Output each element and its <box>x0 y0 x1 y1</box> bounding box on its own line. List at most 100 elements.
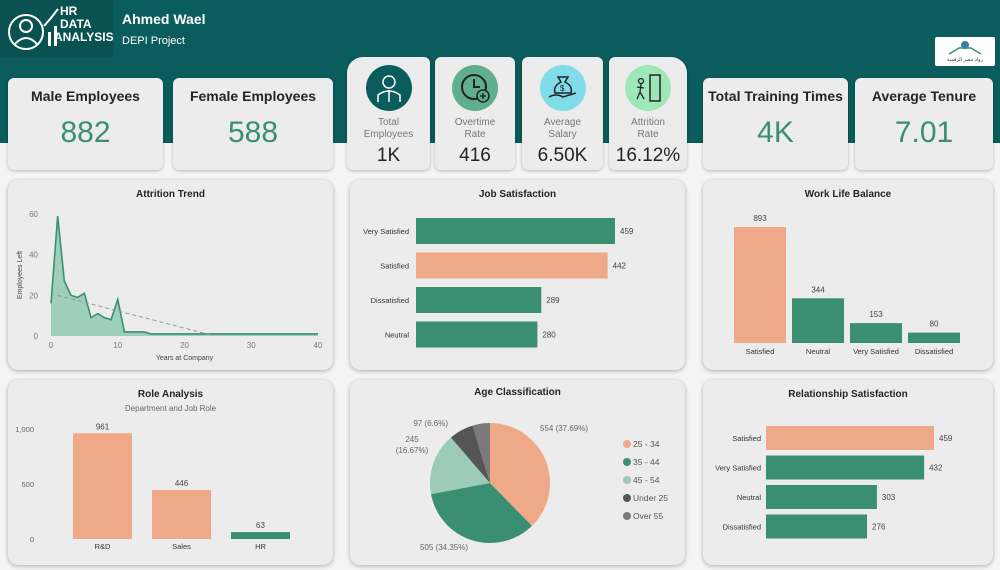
age-classification-chart: 554 (37.69%) 505 (34.35%) 245 (16.67%) 97 (6… <box>396 419 668 552</box>
bar-dissatisfied <box>766 514 868 539</box>
x-tick-label: 40 <box>314 341 323 350</box>
x-tick-label: 20 <box>180 341 189 350</box>
category-label: Sales <box>172 542 191 551</box>
bar-sales <box>152 489 211 539</box>
x-axis-label: Years at Company <box>156 355 214 362</box>
legend-label: Under 25 <box>633 493 668 503</box>
average-salary-card: $ Average Salary 6.50K <box>522 57 603 170</box>
pie-slice-35-44 <box>431 483 532 543</box>
legend-marker <box>623 512 631 520</box>
bar-very-satisfied <box>766 455 925 480</box>
relationship-satisfaction-chart: Satisfied 459 Very Satisfied 432 Neutral 303 D… <box>715 426 953 539</box>
male-employees-card: Male Employees 882 <box>8 78 163 170</box>
bar-satisfied <box>766 426 934 450</box>
data-label: 344 <box>811 285 825 294</box>
mini-label: Average <box>543 117 582 128</box>
logo-text-data: DATA <box>60 17 92 31</box>
data-label: 280 <box>542 331 556 340</box>
legend-label: 25 - 34 <box>633 439 660 449</box>
work-life-balance-chart: 893 Satisfied 344 Neutral 153 Very Satisfied 8… <box>734 214 960 356</box>
legend-marker <box>623 440 631 448</box>
kpi-value: 7.01 <box>894 116 954 149</box>
training-times-card: Total Training Times 4K <box>703 78 848 170</box>
y-tick-label: 1,000 <box>15 425 34 434</box>
bar-r&d <box>73 433 132 539</box>
mini-label: Salary <box>548 129 577 140</box>
bar-very-satisfied <box>850 323 902 343</box>
clock-plus-icon <box>452 65 498 111</box>
data-label: 97 (6.6%) <box>413 419 448 428</box>
brand-logo: رواد مصر الرقمية <box>935 37 995 66</box>
project-name: DEPI Project <box>122 35 185 47</box>
mini-label: Overtime <box>454 117 496 128</box>
data-label: 432 <box>929 464 943 473</box>
bar-hr <box>231 532 290 539</box>
kpi-label: Average Tenure <box>871 88 977 104</box>
kpi-value: 882 <box>60 116 111 149</box>
mini-label: Rate <box>637 129 659 140</box>
bar-neutral <box>766 485 877 509</box>
pie-slice-over-55 <box>472 423 490 483</box>
legend-label: 45 - 54 <box>633 475 660 485</box>
role-analysis-panel: Role Analysis Department and Job Role 0 5… <box>8 380 333 565</box>
bar-dissatisfied <box>416 287 542 313</box>
chart-title: Job Satisfaction <box>478 189 557 200</box>
hr-data-analysis-logo: HR DATA ANALYSIS <box>0 0 114 58</box>
role-analysis-chart: 0 500 1,000 961 R&D 446 Sales 63 HR <box>15 422 290 551</box>
chart-title: Role Analysis <box>137 389 204 400</box>
logo-text-hr: HR <box>60 4 78 18</box>
y-tick-label: 20 <box>29 291 38 300</box>
analytics-person-icon <box>8 8 59 50</box>
data-label: 459 <box>620 227 634 236</box>
data-label: 459 <box>939 434 953 443</box>
data-label: 276 <box>872 523 886 532</box>
legend-marker <box>623 494 631 502</box>
legend-marker <box>623 476 631 484</box>
kpi-label: Total Training Times <box>708 88 843 104</box>
work-life-balance-panel: Work Life Balance 893 Satisfied 344 Neutral… <box>703 180 993 370</box>
attrition-trend-chart: 0 20 40 60 0 10 20 30 40 Years at Company Employee… <box>17 210 323 362</box>
mini-label: Rate <box>464 129 486 140</box>
bar-dissatisfied <box>908 332 960 343</box>
data-label: 245 <box>405 435 419 444</box>
legend-marker <box>623 458 631 466</box>
data-label: 80 <box>930 320 939 329</box>
data-label: 961 <box>96 422 110 431</box>
average-tenure-card: Average Tenure 7.01 <box>855 78 993 170</box>
chart-title: Relationship Satisfaction <box>788 389 908 400</box>
category-label: Satisfied <box>732 434 761 443</box>
category-label: R&D <box>95 542 111 551</box>
category-label: Neutral <box>385 331 410 340</box>
mini-value: 6.50K <box>537 145 588 166</box>
y-tick-label: 0 <box>30 535 34 544</box>
mini-label: Attrition <box>631 117 665 128</box>
mini-label: Employees <box>363 129 414 140</box>
data-label: 289 <box>546 296 560 305</box>
logo-text-analysis: ANALYSIS <box>54 30 114 44</box>
total-employees-card: Total Employees 1K <box>347 57 430 170</box>
x-tick-label: 0 <box>49 341 54 350</box>
category-label: Very Satisfied <box>853 347 899 356</box>
chart-subtitle: Department and Job Role <box>124 404 217 413</box>
data-label: 442 <box>613 262 627 271</box>
pie-slice-45-54 <box>430 437 490 495</box>
y-tick-label: 0 <box>34 332 39 341</box>
data-label: 303 <box>882 493 896 502</box>
kpi-value: 588 <box>227 116 279 149</box>
exit-door-icon <box>625 65 671 111</box>
pie-slice-under-25 <box>450 425 490 483</box>
relationship-satisfaction-panel: Relationship Satisfaction Satisfied 459 Ve… <box>703 380 993 565</box>
category-label: Satisfied <box>746 347 775 356</box>
category-label: Neutral <box>806 347 831 356</box>
x-tick-label: 10 <box>113 341 122 350</box>
attrition-line <box>50 215 318 335</box>
category-label: Satisfied <box>380 262 409 271</box>
category-label: Very Satisfied <box>715 464 761 473</box>
kpi-label: Female Employees <box>189 88 317 104</box>
job-satisfaction-panel: Job Satisfaction Very Satisfied 459 Satisf… <box>350 180 685 370</box>
category-label: Neutral <box>737 493 762 502</box>
y-tick-label: 60 <box>29 210 38 219</box>
mini-value: 416 <box>459 145 491 166</box>
y-tick-label: 500 <box>21 480 34 489</box>
money-bag-icon: $ <box>539 65 586 111</box>
